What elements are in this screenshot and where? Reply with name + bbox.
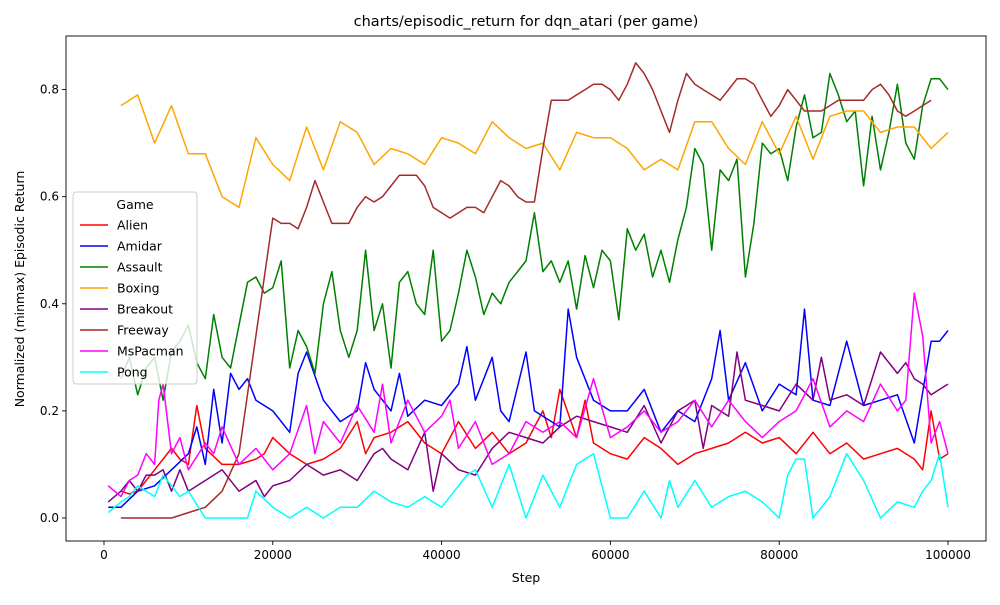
legend: Game Alien Amidar Assault Boxing Breakout Fre…: [72, 191, 198, 385]
x-axis-ticks: 0 20000 40000 60000 80000 100000: [100, 541, 971, 562]
series-line-assault: [120, 72, 949, 401]
chart-title: charts/episodic_return for dqn_atari (pe…: [354, 14, 699, 30]
y-axis-label: Normalized (minmax) Episodic Return: [12, 171, 27, 408]
legend-label-boxing: Boxing: [117, 281, 160, 296]
series-layer: [107, 62, 949, 519]
legend-label-freeway: Freeway: [117, 323, 169, 338]
legend-label-assault: Assault: [117, 260, 163, 275]
x-tick-label: 0: [100, 548, 108, 562]
legend-label-amidar: Amidar: [117, 239, 163, 254]
series-line-freeway: [120, 62, 932, 519]
legend-label-mspacman: MsPacman: [117, 344, 184, 359]
series-line-pong: [107, 452, 949, 519]
legend-box: [72, 191, 198, 385]
y-tick-label: 0.4: [40, 297, 59, 311]
legend-title: Game: [116, 197, 154, 212]
y-tick-label: 0.2: [40, 404, 59, 418]
series-line-breakout: [107, 351, 949, 503]
y-axis-ticks: 0.0 0.2 0.4 0.6 0.8: [40, 83, 66, 525]
series-line-mspacman: [107, 292, 949, 498]
legend-label-pong: Pong: [117, 365, 148, 380]
x-tick-label: 60000: [591, 548, 629, 562]
y-tick-label: 0.0: [40, 511, 59, 525]
y-tick-label: 0.8: [40, 83, 59, 97]
x-tick-label: 100000: [925, 548, 971, 562]
x-tick-label: 20000: [254, 548, 292, 562]
plot-frame: [65, 35, 987, 542]
legend-label-alien: Alien: [117, 218, 148, 233]
x-tick-label: 40000: [423, 548, 461, 562]
x-tick-label: 80000: [760, 548, 798, 562]
y-tick-label: 0.6: [40, 190, 59, 204]
x-axis-label: Step: [512, 570, 541, 585]
series-line-boxing: [120, 94, 949, 209]
legend-items: Alien Amidar Assault Boxing Breakout Freeway M…: [80, 218, 184, 380]
series-line-amidar: [108, 308, 949, 509]
legend-label-breakout: Breakout: [117, 302, 173, 317]
